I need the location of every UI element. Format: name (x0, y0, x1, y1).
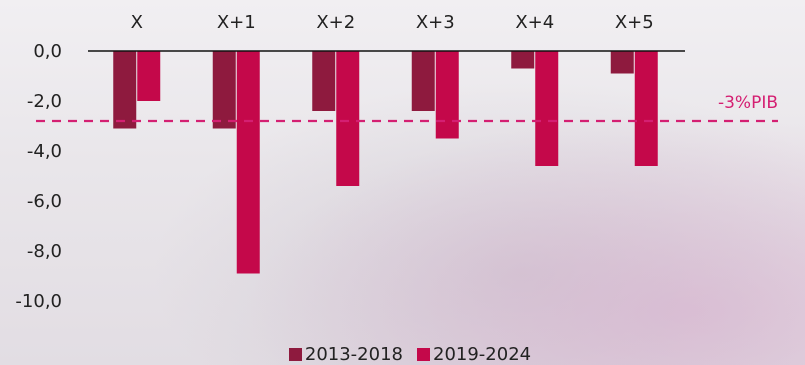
category-label: X (131, 12, 143, 33)
bars (113, 51, 658, 274)
bar (236, 51, 260, 274)
legend-item-series-1: 2013-2018 (288, 343, 403, 365)
bar (535, 51, 559, 166)
legend-label: 2013-2018 (304, 343, 403, 365)
category-label: X+3 (416, 12, 455, 33)
bar (336, 51, 360, 186)
legend-swatch (288, 347, 302, 361)
bar-chart: 0,0 -2,0 -4,0 -6,0 -8,0 -10,0 X X+1 X+2 X+3 X+4 X+… (15, 12, 778, 312)
bar (610, 51, 634, 74)
bar (312, 51, 336, 111)
legend-label: 2019-2024 (433, 343, 532, 365)
bar (634, 51, 658, 166)
bar (411, 51, 435, 111)
legend-swatch (417, 347, 430, 361)
category-label: X+5 (615, 12, 654, 33)
category-label: X+4 (515, 12, 554, 33)
category-labels: X X+1 X+2 X+3 X+4 X+5 (131, 12, 654, 33)
reference-line-label: -3%PIB (718, 93, 778, 113)
y-tick-label: -8,0 (27, 241, 62, 262)
bar (511, 51, 535, 69)
bar (212, 51, 236, 129)
legend-item-series-2: 2019-2024 (417, 344, 531, 365)
y-tick-label: -4,0 (27, 141, 62, 162)
y-tick-label: -10,0 (15, 291, 62, 312)
category-label: X+2 (316, 12, 355, 33)
y-tick-label: 0,0 (33, 41, 62, 62)
bar (113, 51, 137, 129)
y-axis-ticks: 0,0 -2,0 -4,0 -6,0 -8,0 -10,0 (15, 41, 62, 312)
y-tick-label: -2,0 (27, 91, 62, 112)
bar (435, 51, 459, 139)
category-label: X+1 (217, 12, 256, 33)
bar (137, 51, 161, 101)
y-tick-label: -6,0 (27, 191, 62, 212)
legend: 2013-2018 2019-2024 (0, 343, 805, 365)
